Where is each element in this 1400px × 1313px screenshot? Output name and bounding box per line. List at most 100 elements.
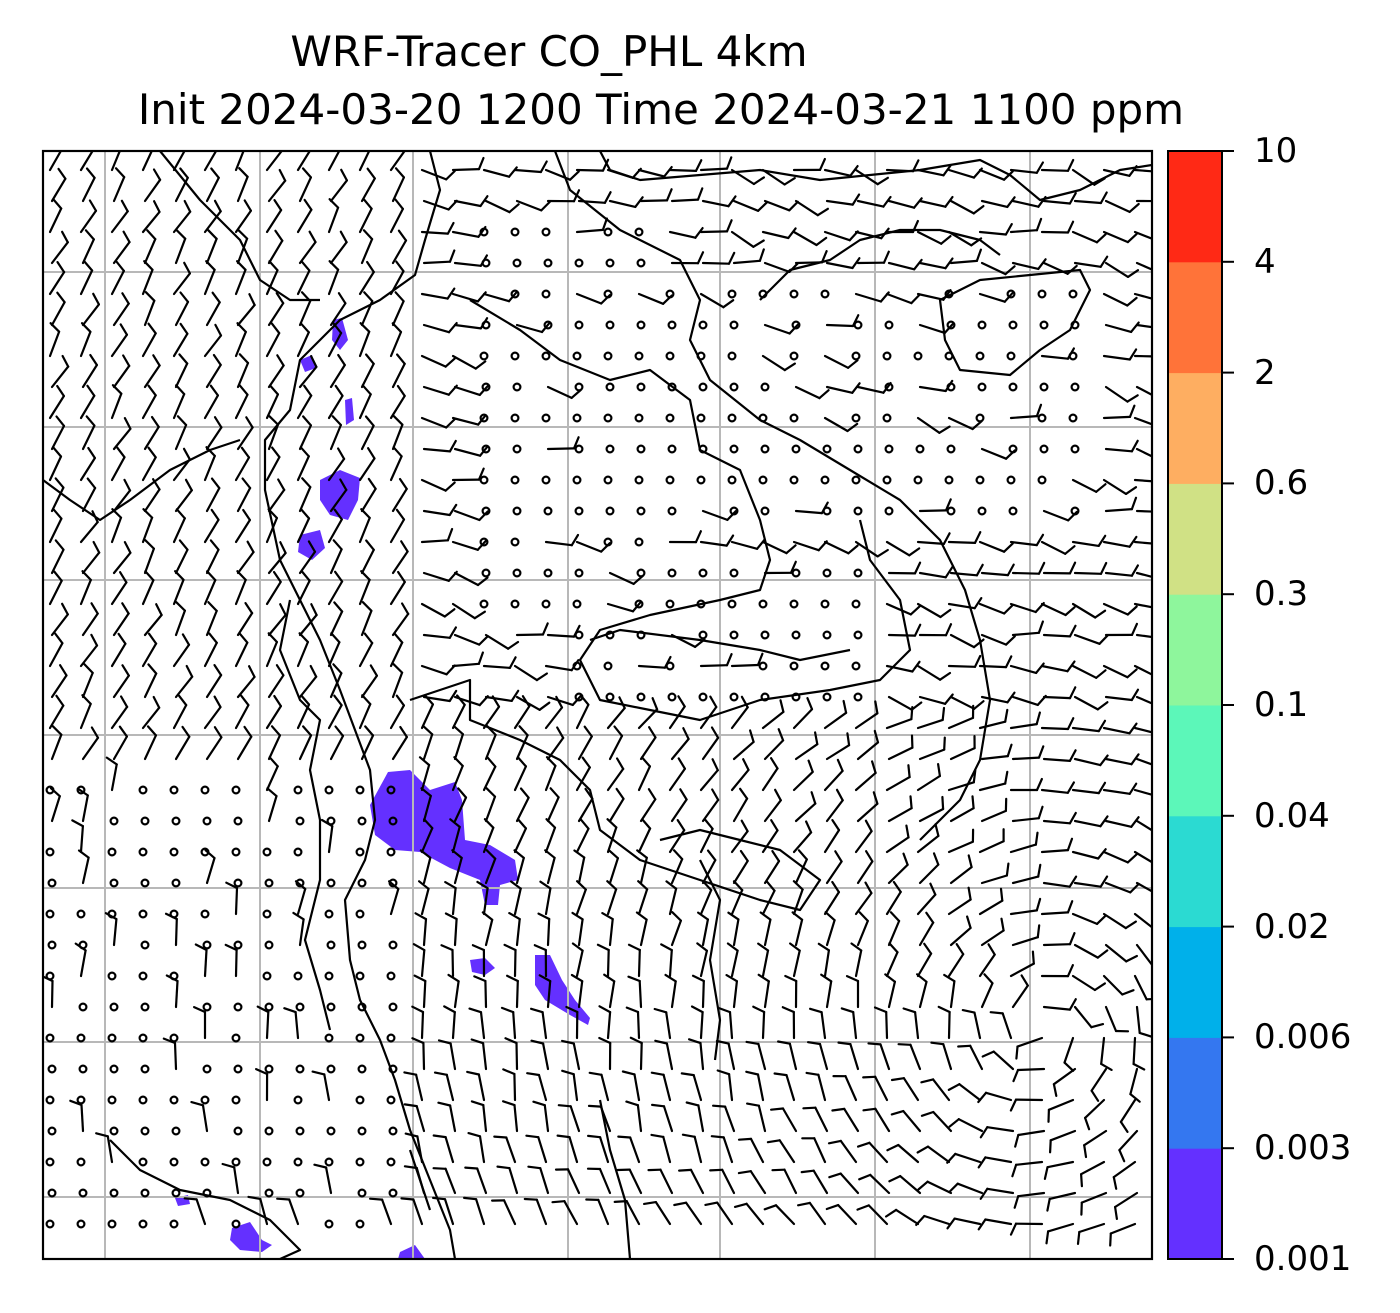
wind-barb-staff	[897, 1143, 920, 1164]
wind-barb-flag	[178, 353, 189, 365]
wind-barb-staff	[420, 664, 448, 676]
wind-barb-flag	[1035, 533, 1045, 547]
wind-barb-staff	[849, 1042, 860, 1071]
calm-wind-circle	[264, 878, 274, 888]
wind-barb-staff	[234, 518, 251, 544]
wind-barb-staff	[670, 980, 677, 1009]
wind-barb-staff	[112, 551, 132, 575]
calm-wind-circle	[1006, 289, 1016, 299]
wind-barb-staff	[329, 241, 348, 265]
calm-wind-circle	[851, 413, 861, 423]
calm-wind-circle	[76, 909, 86, 919]
wind-barb-flag	[613, 725, 624, 738]
wind-barb-staff	[143, 425, 160, 451]
wind-barb-staff	[482, 705, 501, 730]
wind-barb-flag	[920, 1110, 935, 1117]
wind-barb-flag	[1160, 725, 1167, 735]
wind-barb-flag	[890, 1077, 906, 1082]
wind-barb-flag	[361, 601, 373, 612]
wind-barb-flag	[957, 1044, 972, 1048]
wind-barb-staff	[1042, 819, 1072, 825]
wind-barb-flag	[122, 230, 131, 244]
wind-barb-flag	[1130, 622, 1139, 637]
wind-barb-staff	[947, 664, 977, 668]
wind-barb-flag	[155, 603, 163, 617]
wind-barb-flag	[913, 561, 922, 575]
wind-barb-flag	[400, 540, 409, 553]
wind-barb-staff	[637, 765, 652, 792]
wind-barb-staff	[48, 704, 65, 730]
calm-wind-circle	[45, 1033, 55, 1043]
wind-barb-flag	[820, 250, 828, 264]
wind-barb-flag	[89, 353, 99, 367]
wind-barb-staff	[50, 548, 65, 575]
calm-wind-circle	[822, 568, 832, 578]
wind-barb-staff	[391, 362, 406, 389]
wind-barb-staff	[887, 919, 901, 947]
wind-barb-staff	[265, 704, 282, 730]
wind-barb-flag	[238, 167, 249, 178]
wind-barb-flag	[1097, 719, 1107, 733]
wind-barb-flag	[752, 239, 765, 248]
wind-barb-staff	[823, 890, 841, 916]
wind-barb-flag	[527, 1165, 542, 1170]
calm-wind-circle	[665, 413, 675, 423]
wind-barb-flag	[759, 911, 772, 921]
wind-barb-flag	[334, 384, 344, 397]
wind-barb-staff	[699, 664, 729, 668]
wind-barb-staff	[484, 918, 494, 947]
wind-barb-staff	[298, 176, 312, 203]
wind-barb-flag	[1129, 882, 1140, 894]
wind-barb-staff	[854, 292, 883, 303]
wind-barb-staff	[203, 641, 218, 668]
wind-barb-staff	[947, 1010, 951, 1040]
calm-wind-circle	[512, 444, 522, 454]
calm-wind-circle	[324, 909, 334, 919]
wind-barb-staff	[732, 980, 739, 1009]
wind-barb-staff	[730, 768, 750, 792]
wind-barb-flag	[1128, 348, 1138, 361]
wind-barb-flag	[1124, 920, 1138, 930]
wind-barb-flag	[210, 477, 221, 490]
wind-barb-flag	[1126, 605, 1138, 616]
wind-barb-staff	[110, 581, 128, 606]
wind-barb-staff	[79, 578, 92, 606]
wind-barb-staff	[1133, 664, 1152, 676]
wind-barb-staff	[203, 578, 217, 606]
wind-barb-staff	[575, 703, 590, 730]
wind-barb-staff	[606, 948, 610, 978]
wind-barb-flag	[800, 1169, 815, 1174]
wind-barb-flag	[796, 1201, 811, 1207]
calm-wind-circle	[324, 1033, 334, 1043]
wind-barb-staff	[1135, 943, 1152, 967]
wind-barb-flag	[1097, 781, 1107, 795]
wind-barb-staff	[360, 424, 375, 451]
wind-barb-staff	[699, 769, 719, 792]
wind-barb-staff	[823, 949, 831, 978]
calm-wind-circle	[1037, 289, 1047, 299]
wind-barb-staff	[825, 799, 844, 823]
wind-barb-staff	[670, 919, 683, 947]
calm-wind-circle	[262, 1157, 272, 1167]
wind-barb-flag	[910, 701, 923, 711]
wind-barb-flag	[457, 787, 468, 799]
wind-barb-staff	[783, 1168, 798, 1195]
wind-barb-staff	[451, 825, 461, 854]
wind-barb-flag	[61, 354, 70, 368]
calm-wind-circle	[510, 413, 520, 423]
wind-barb-flag	[437, 1101, 452, 1107]
wind-barb-staff	[633, 1073, 641, 1102]
wind-barb-flag	[946, 1217, 956, 1230]
wind-barb-staff	[544, 664, 573, 672]
wind-barb-staff	[1073, 943, 1099, 959]
wind-barb-flag	[121, 292, 130, 305]
wind-barb-flag	[248, 665, 256, 679]
calm-wind-circle	[355, 909, 365, 919]
wind-barb-staff	[298, 365, 318, 389]
wind-barb-staff	[885, 292, 913, 305]
wind-barb-flag	[1068, 875, 1078, 888]
wind-barb-staff	[763, 980, 770, 1009]
wind-barb-flag	[210, 508, 220, 521]
calm-wind-circle	[138, 785, 148, 795]
wind-barb-staff	[600, 1073, 610, 1102]
